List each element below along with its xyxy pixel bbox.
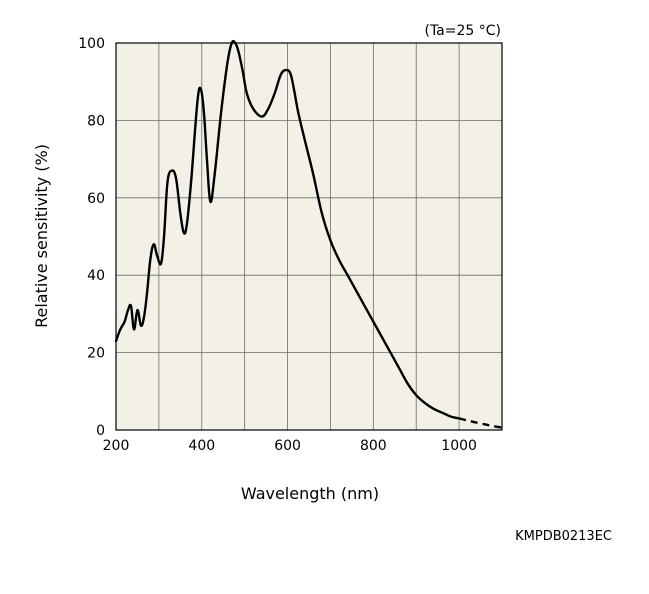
x-tick-label: 1000 — [441, 438, 477, 454]
x-tick-label: 800 — [360, 438, 387, 454]
x-tick-label: 200 — [103, 438, 130, 454]
x-tick-label: 400 — [188, 438, 215, 454]
plot-area — [116, 43, 502, 430]
y-tick-label: 80 — [87, 113, 105, 129]
figure-code: KMPDB0213EC — [515, 529, 612, 544]
condition-note: (Ta=25 °C) — [424, 23, 501, 39]
y-axis-label: Relative sensitivity (%) — [32, 144, 51, 328]
x-axis-label: Wavelength (nm) — [241, 484, 379, 503]
x-tick-labels: 200 400 600 800 1000 — [103, 438, 477, 454]
y-tick-label: 20 — [87, 346, 105, 362]
y-tick-label: 60 — [87, 191, 105, 207]
y-tick-label: 0 — [96, 423, 105, 439]
y-tick-label: 100 — [78, 36, 105, 52]
plot-frame — [115, 42, 503, 431]
grid-lines — [116, 43, 502, 430]
sensitivity-curve-extrapolated — [458, 417, 503, 429]
x-tick-label: 600 — [274, 438, 301, 454]
y-tick-label: 40 — [87, 268, 105, 284]
y-tick-labels: 0 20 40 60 80 100 — [78, 36, 105, 439]
